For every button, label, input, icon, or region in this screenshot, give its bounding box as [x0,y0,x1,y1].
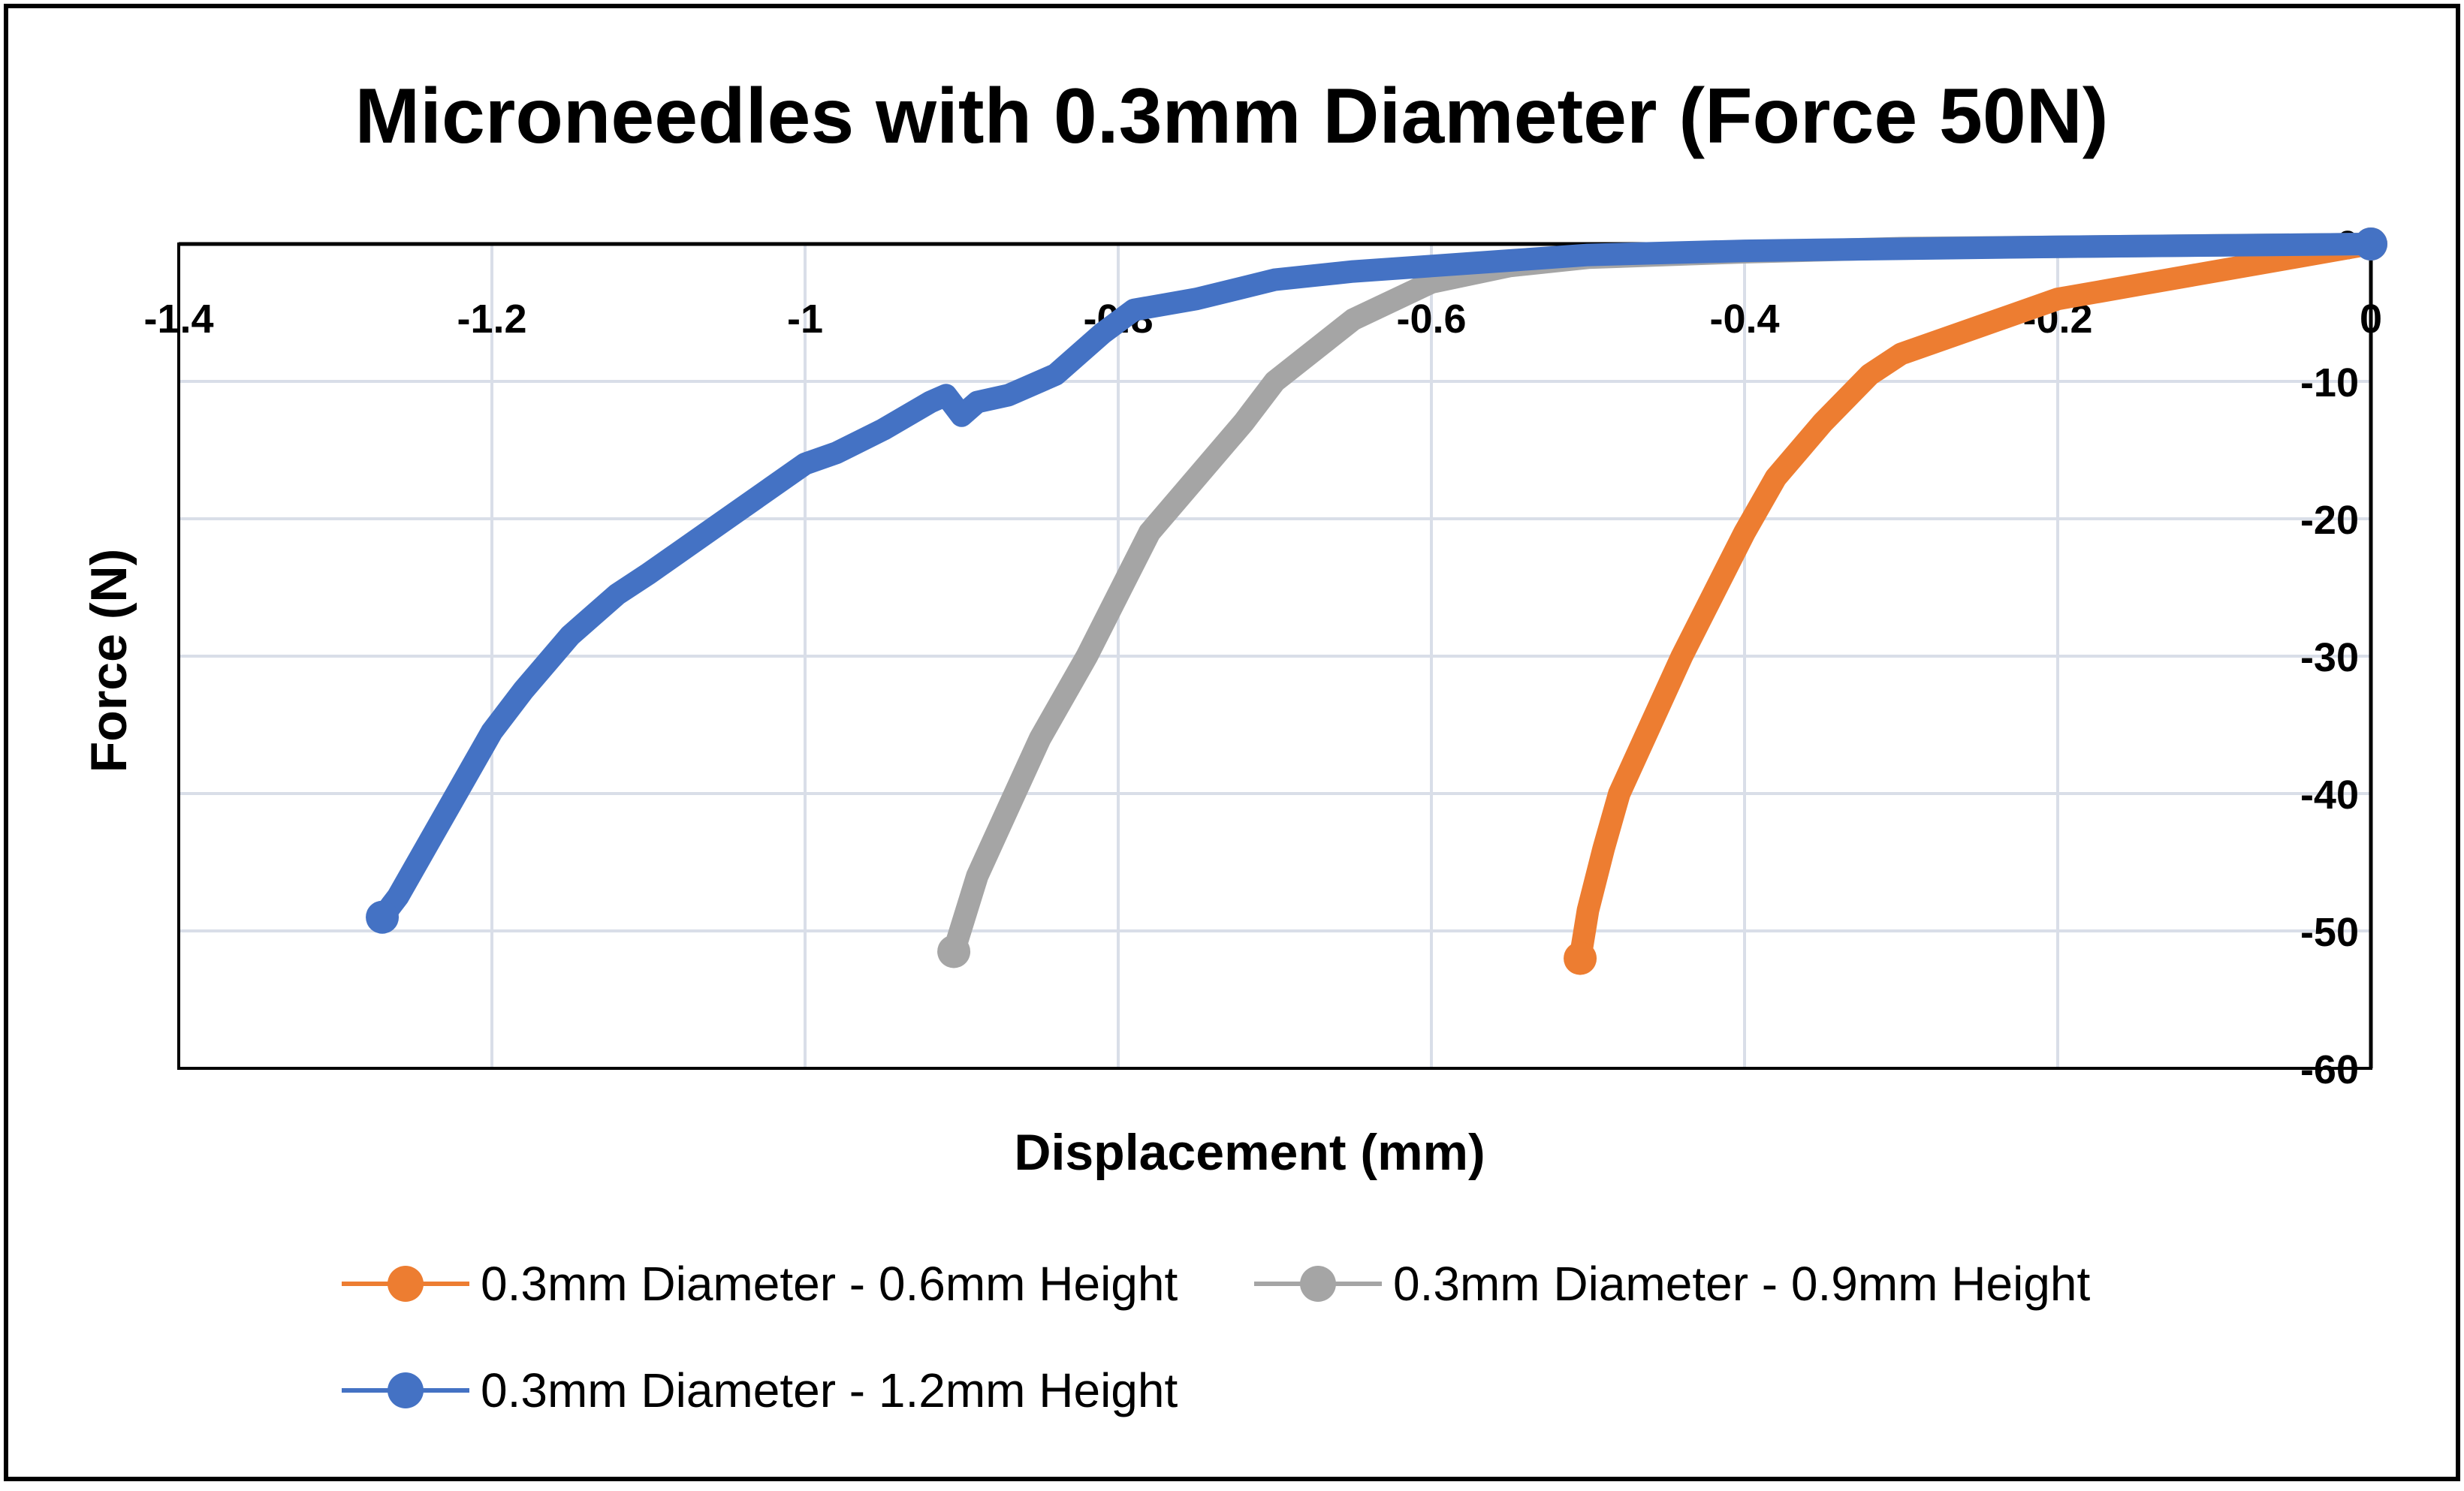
y-tick-label: -10 [2300,360,2359,405]
x-axis-title: Displacement (mm) [1014,1124,1485,1181]
y-tick-label: -60 [2300,1047,2359,1092]
y-tick-label: -20 [2300,498,2359,543]
x-tick-label: 0 [2360,297,2382,342]
plot-area: -1.4 -1.2 -1 -0.8 -0.6 -0.4 -0.2 00-10-20-30-40… [143,223,2387,1092]
legend-label: 0.3mm Diameter - 0.9mm Height [1393,1257,2090,1311]
legend-marker [1300,1266,1336,1302]
series-line [371,233,2382,929]
chart-border [4,4,2460,1481]
y-tick-label: -50 [2300,910,2359,955]
series-marker-end [366,900,400,934]
x-tick-label: -1.2 [457,297,526,342]
series-line [1569,233,2382,970]
x-tick-label: -0.4 [1709,297,1779,342]
chart-title: Microneedles with 0.3mm Diameter (Force … [355,73,2109,160]
x-tick-label: -1.4 [143,297,213,342]
x-tick-label: -1 [787,297,823,342]
legend-label: 0.3mm Diameter - 0.6mm Height [481,1257,1178,1311]
y-tick-label: -40 [2300,773,2359,818]
legend-label: 0.3mm Diameter - 1.2mm Height [481,1363,1178,1417]
legend-marker [388,1372,424,1408]
series-marker-start [2354,227,2387,261]
legend: 0.3mm Diameter - 0.6mm Height 0.3mm Diame… [342,1257,2090,1417]
series-marker-end [1564,941,1597,975]
y-tick-label: -30 [2300,635,2359,680]
legend-marker [388,1266,424,1302]
y-axis-title: Force (N) [80,549,137,773]
series-marker-end [937,935,971,968]
